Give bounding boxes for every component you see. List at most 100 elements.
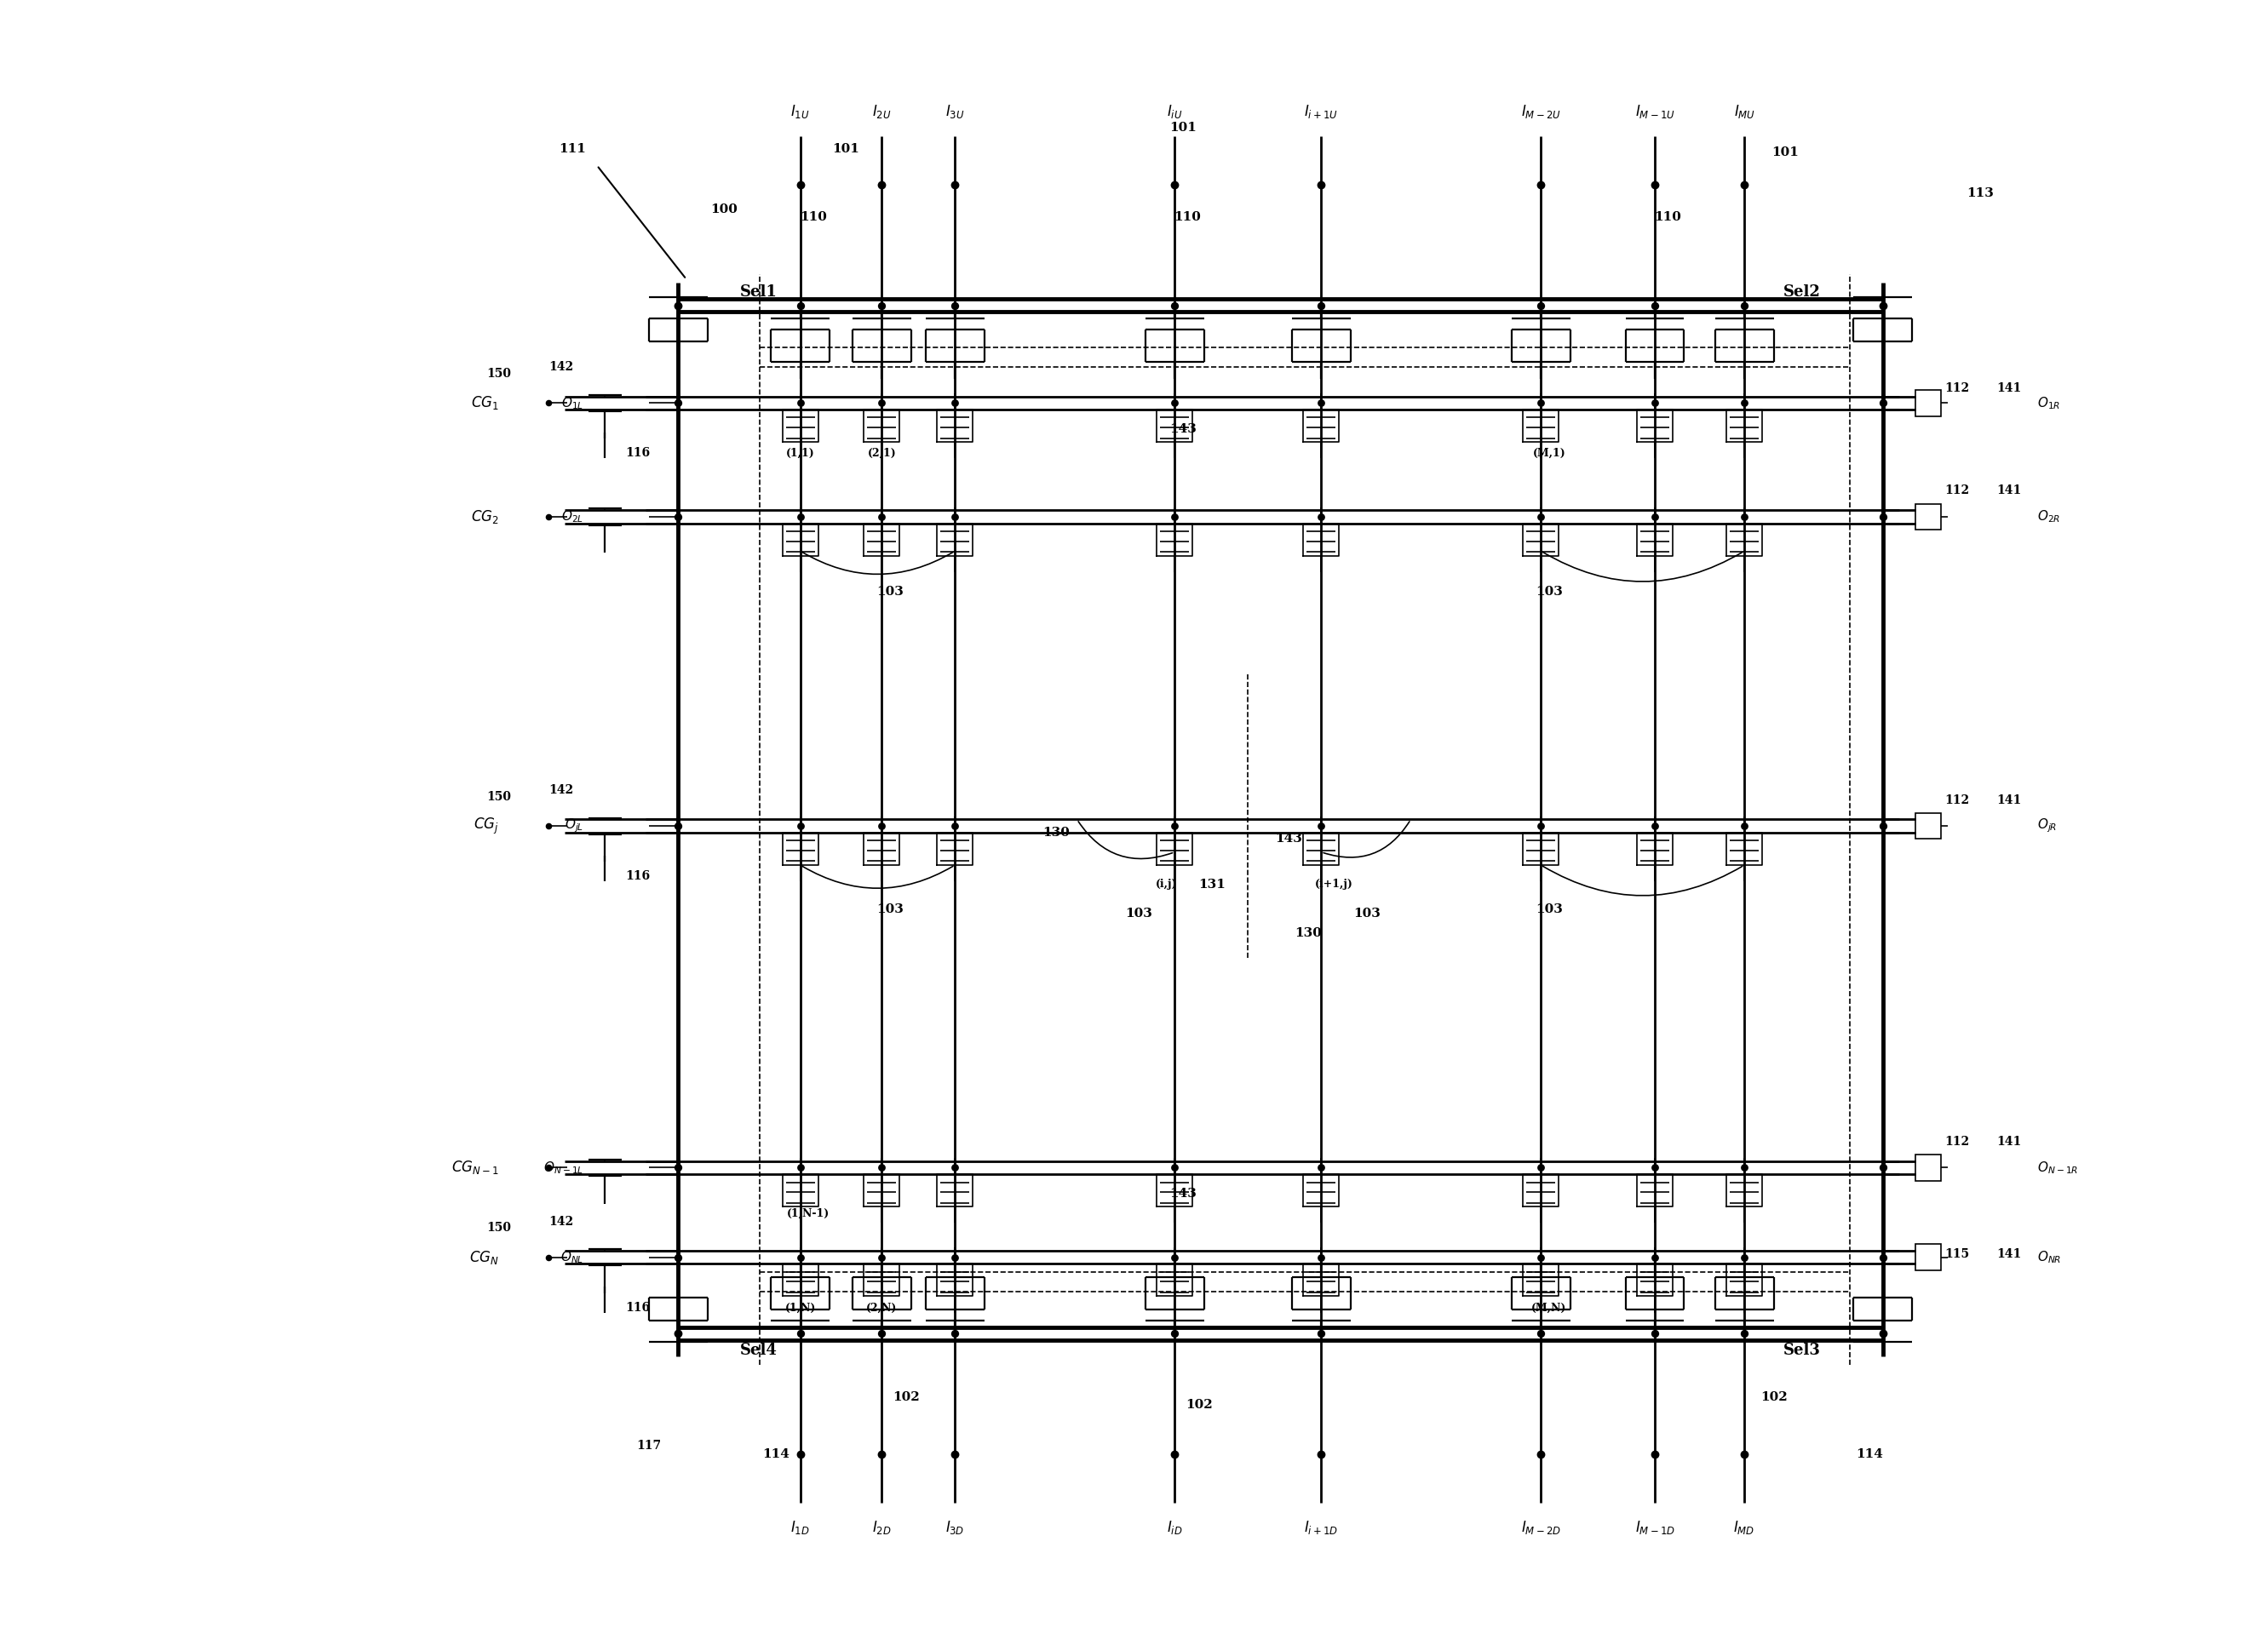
Text: (M,1): (M,1): [1533, 447, 1565, 459]
Text: $CG_j$: $CG_j$: [474, 816, 499, 836]
Point: [1996, 503, 2032, 529]
Text: 112: 112: [1944, 485, 1969, 497]
Text: 103: 103: [1354, 908, 1381, 919]
Text: 112: 112: [1944, 1136, 1969, 1147]
Text: $I_{iU}$: $I_{iU}$: [1166, 103, 1182, 120]
Text: $I_{1D}$: $I_{1D}$: [792, 1519, 810, 1536]
Point: [1726, 813, 1762, 839]
Point: [1522, 813, 1558, 839]
Text: 131: 131: [1198, 879, 1225, 890]
Point: [531, 1154, 567, 1180]
Point: [1522, 390, 1558, 416]
Point: [1864, 1154, 1901, 1180]
Text: (2,1): (2,1): [866, 447, 896, 459]
Bar: [1914, 1155, 1941, 1180]
Text: 114: 114: [1855, 1449, 1882, 1460]
Point: [1522, 1154, 1558, 1180]
Point: [1726, 1154, 1762, 1180]
Point: [1996, 390, 2032, 416]
Text: 141: 141: [1996, 1136, 2021, 1147]
Text: $O_{NR}$: $O_{NR}$: [2037, 1249, 2062, 1265]
Point: [782, 813, 819, 839]
Text: 143: 143: [1170, 1188, 1198, 1200]
Text: 113: 113: [1966, 187, 1994, 198]
Text: 102: 102: [894, 1392, 919, 1403]
Point: [937, 1154, 973, 1180]
Text: Sel3: Sel3: [1783, 1342, 1821, 1357]
Point: [1522, 503, 1558, 529]
Point: [660, 1321, 696, 1347]
Text: 103: 103: [1125, 908, 1152, 919]
Text: $I_{M-1U}$: $I_{M-1U}$: [1635, 103, 1674, 120]
Point: [782, 503, 819, 529]
Point: [531, 503, 567, 529]
Point: [1864, 292, 1901, 318]
Text: $O_{NL}$: $O_{NL}$: [560, 1249, 583, 1265]
Text: $I_{i+1D}$: $I_{i+1D}$: [1304, 1519, 1338, 1536]
Text: $CG_{N-1}$: $CG_{N-1}$: [451, 1159, 499, 1177]
Text: $CG_1$: $CG_1$: [472, 395, 499, 411]
Point: [1864, 1244, 1901, 1270]
Text: $O_{jR}$: $O_{jR}$: [2037, 818, 2057, 834]
Point: [937, 1244, 973, 1270]
Text: 103: 103: [1535, 585, 1563, 598]
Text: 130: 130: [1295, 928, 1322, 939]
Text: 103: 103: [875, 585, 903, 598]
Text: $O_{2R}$: $O_{2R}$: [2037, 508, 2062, 524]
Point: [864, 503, 900, 529]
Text: (i+1,j): (i+1,j): [1315, 879, 1354, 890]
Text: 142: 142: [549, 1216, 574, 1228]
Point: [782, 292, 819, 318]
Text: 130: 130: [1043, 826, 1070, 839]
Point: [782, 1321, 819, 1347]
Text: 101: 101: [1170, 121, 1198, 134]
Text: $I_{3U}$: $I_{3U}$: [946, 103, 964, 120]
Point: [782, 1441, 819, 1467]
Text: 102: 102: [1186, 1400, 1213, 1411]
Text: $O_{N-1L}$: $O_{N-1L}$: [544, 1160, 583, 1175]
Text: 143: 143: [1275, 833, 1302, 846]
Point: [660, 503, 696, 529]
Point: [1726, 1441, 1762, 1467]
Text: (1,1): (1,1): [787, 447, 814, 459]
Text: 103: 103: [875, 903, 903, 915]
Text: 141: 141: [1996, 382, 2021, 395]
Text: 114: 114: [762, 1449, 789, 1460]
Point: [1522, 1441, 1558, 1467]
Text: 143: 143: [1170, 423, 1198, 434]
Point: [1304, 1244, 1340, 1270]
Text: $I_{2U}$: $I_{2U}$: [873, 103, 891, 120]
Text: 142: 142: [549, 361, 574, 374]
Point: [1522, 292, 1558, 318]
Text: 141: 141: [1996, 485, 2021, 497]
Point: [864, 292, 900, 318]
Point: [864, 1321, 900, 1347]
Text: 116: 116: [626, 447, 651, 459]
Text: 117: 117: [637, 1441, 662, 1452]
Point: [937, 1321, 973, 1347]
Text: $CG_2$: $CG_2$: [472, 508, 499, 526]
Point: [864, 1244, 900, 1270]
Text: $I_{MD}$: $I_{MD}$: [1733, 1519, 1755, 1536]
Text: $I_{3D}$: $I_{3D}$: [946, 1519, 964, 1536]
Point: [1637, 390, 1674, 416]
Point: [1157, 1244, 1193, 1270]
Text: $CG_N$: $CG_N$: [469, 1249, 499, 1265]
Point: [531, 813, 567, 839]
Point: [660, 813, 696, 839]
Point: [937, 503, 973, 529]
Bar: [1914, 1244, 1941, 1270]
Text: 112: 112: [1944, 793, 1969, 806]
Point: [1522, 172, 1558, 198]
Text: 100: 100: [710, 203, 737, 215]
Point: [1304, 1154, 1340, 1180]
Point: [1637, 1154, 1674, 1180]
Point: [1522, 1244, 1558, 1270]
Text: (i,j): (i,j): [1157, 879, 1177, 890]
Point: [1726, 1321, 1762, 1347]
Point: [1304, 292, 1340, 318]
Point: [1726, 503, 1762, 529]
Point: [1304, 813, 1340, 839]
Point: [1637, 172, 1674, 198]
Point: [1157, 1441, 1193, 1467]
